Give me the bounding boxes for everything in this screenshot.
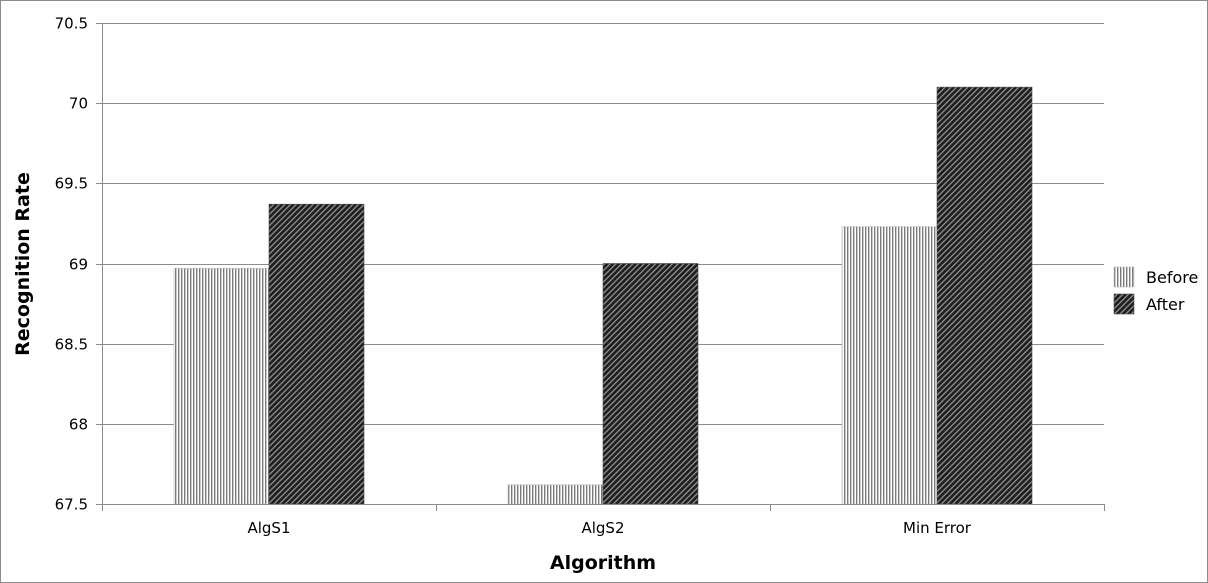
x-tick-label: AlgS2 [581, 519, 624, 537]
bars [173, 86, 1033, 505]
y-tick-label: 69.5 [55, 175, 88, 193]
bar-before-0 [173, 268, 270, 505]
bar-before-1 [507, 484, 604, 505]
legend-label-before: Before [1146, 268, 1198, 287]
y-tick-label: 70.5 [55, 15, 88, 33]
y-tick-label: 70 [69, 95, 88, 113]
bar-after-2 [936, 86, 1033, 505]
y-tick-label: 68.5 [55, 336, 88, 354]
legend-swatch-before [1113, 266, 1135, 288]
legend-swatch-after [1113, 293, 1135, 315]
bar-after-0 [268, 203, 365, 505]
y-axis-title: Recognition Rate [12, 172, 34, 356]
y-tick-label: 67.5 [55, 496, 88, 514]
x-tick-label: AlgS1 [247, 519, 290, 537]
y-tick-label: 68 [69, 416, 88, 434]
bar-after-1 [602, 263, 699, 505]
axes [96, 23, 1105, 511]
x-axis-title: Algorithm [550, 552, 656, 574]
legend: Before After [1113, 266, 1198, 315]
x-tick-label: Min Error [903, 519, 972, 537]
legend-label-after: After [1146, 295, 1185, 314]
y-tick-label: 69 [69, 256, 88, 274]
bar-before-2 [841, 226, 938, 505]
tick-labels: 67.5 68 68.5 69 69.5 70 70.5 AlgS1 AlgS2 Min Erro… [55, 15, 972, 538]
